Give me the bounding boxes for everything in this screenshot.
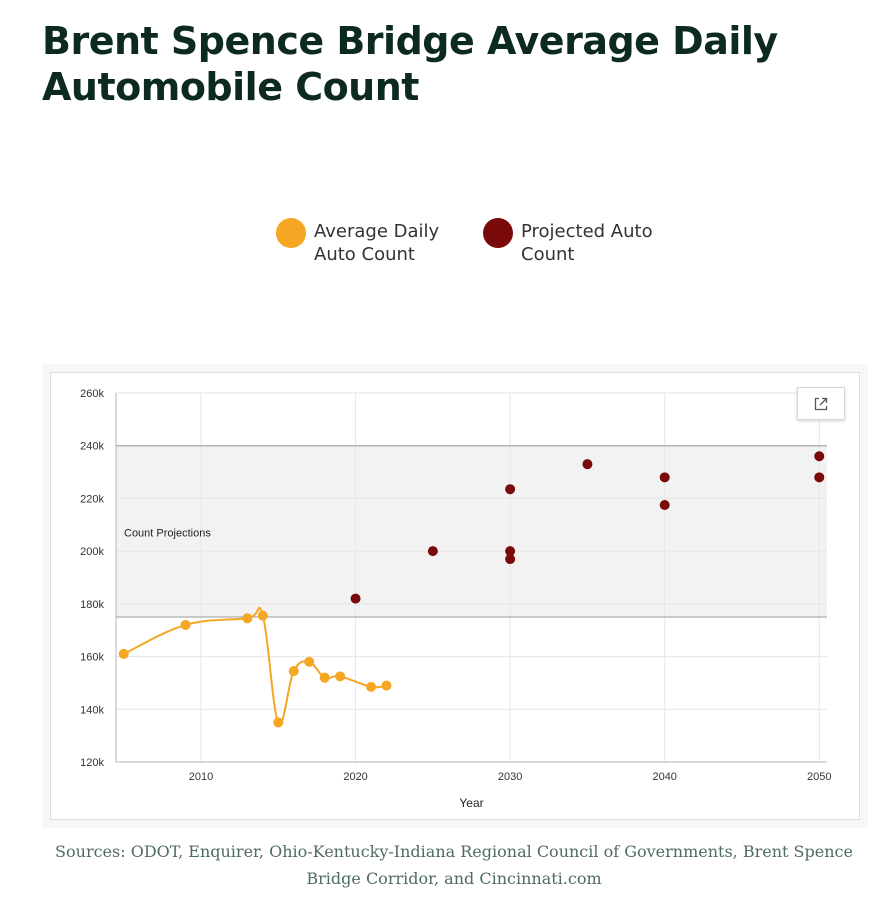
projected-point [505, 546, 516, 557]
x-tick-label: 2010 [189, 771, 213, 783]
y-tick-label: 180k [80, 599, 104, 611]
average-daily-point [319, 672, 330, 683]
legend-item-average-daily[interactable]: Average Daily Auto Count [276, 218, 449, 266]
average-daily-point [304, 656, 315, 667]
expand-chart-button[interactable] [797, 387, 845, 420]
legend-item-projected[interactable]: Projected Auto Count [483, 218, 656, 266]
legend-swatch-average-daily [276, 218, 306, 248]
count-projections-band [116, 445, 827, 618]
projected-point [814, 451, 825, 462]
y-tick-label: 160k [80, 652, 104, 664]
projected-point [814, 472, 825, 483]
page-title: Brent Spence Bridge Average Daily Automo… [42, 19, 778, 109]
legend-label-projected: Projected Auto Count [521, 221, 653, 265]
y-tick-label: 260k [80, 388, 104, 400]
average-daily-point [335, 671, 346, 682]
average-daily-point [288, 666, 299, 677]
projected-point [659, 500, 670, 511]
average-daily-point [257, 610, 268, 621]
projected-point [505, 484, 516, 495]
average-daily-point [381, 680, 392, 691]
average-daily-point [366, 681, 377, 692]
legend-swatch-projected [483, 218, 513, 248]
projected-point [505, 554, 516, 565]
projected-point [659, 472, 670, 483]
projected-point [427, 546, 438, 557]
average-daily-point [118, 648, 129, 659]
y-tick-label: 220k [80, 493, 104, 505]
x-axis-label: Year [459, 796, 483, 810]
x-tick-label: 2030 [498, 771, 522, 783]
y-tick-label: 200k [80, 546, 104, 558]
x-tick-label: 2040 [652, 771, 676, 783]
average-daily-point [273, 717, 284, 728]
source-note: Sources: ODOT, Enquirer, Ohio-Kentucky-I… [55, 842, 853, 888]
external-link-icon [814, 397, 828, 410]
band-label: Count Projections [124, 528, 211, 540]
average-daily-point [180, 619, 191, 630]
y-tick-label: 140k [80, 704, 104, 716]
chart-legend: Average Daily Auto Count Projected Auto … [276, 218, 656, 266]
average-daily-line [123, 606, 387, 725]
projected-point [582, 459, 593, 470]
x-tick-label: 2050 [807, 771, 831, 783]
average-daily-point [242, 613, 253, 624]
x-tick-label: 2020 [343, 771, 367, 783]
y-tick-label: 240k [80, 441, 104, 453]
projected-point [350, 593, 361, 604]
legend-label-average-daily: Average Daily Auto Count [314, 221, 440, 265]
y-tick-label: 120k [80, 757, 104, 769]
